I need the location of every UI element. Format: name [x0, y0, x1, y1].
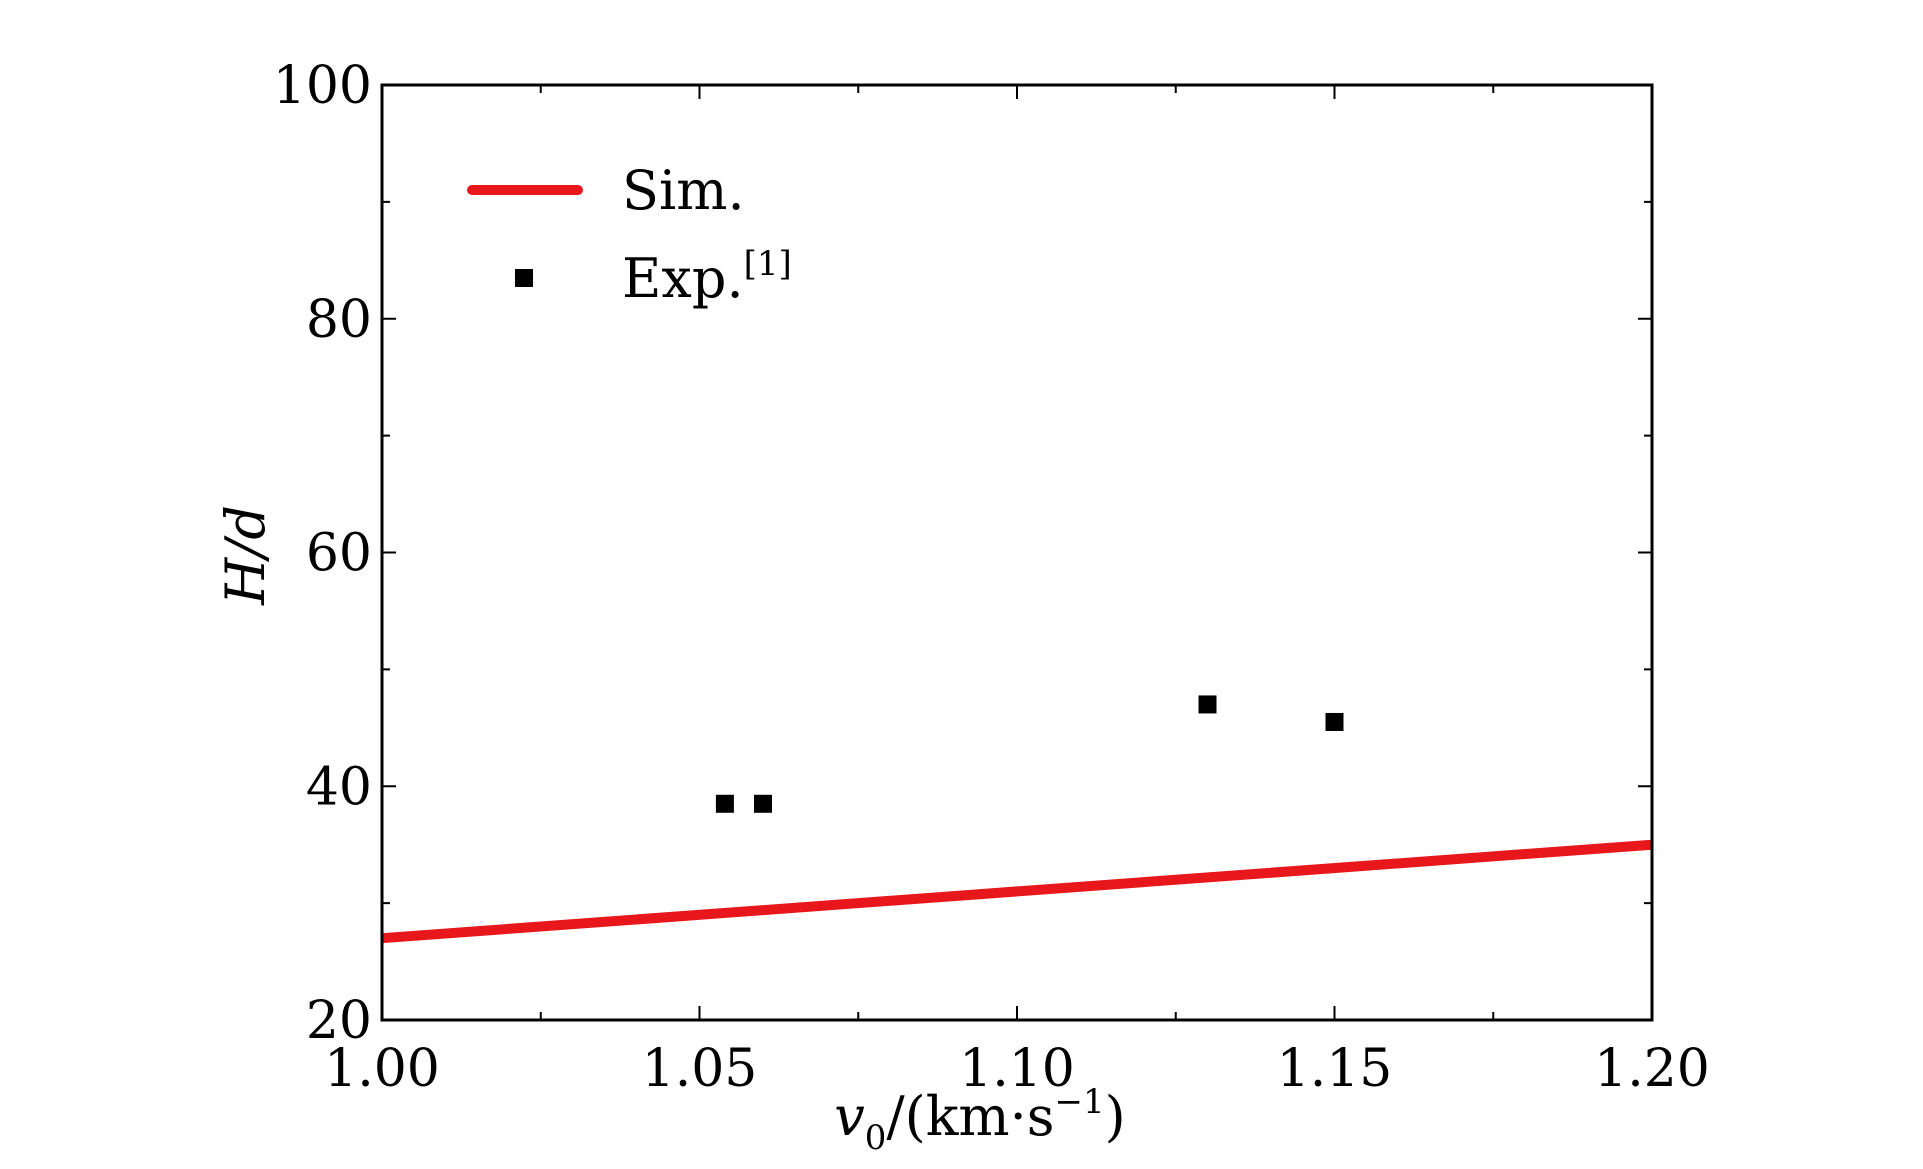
y-tick-label: 100 [273, 56, 372, 116]
legend: Sim. Exp.[1] [467, 159, 792, 310]
y-tick-label: 60 [306, 524, 372, 584]
exp-data-point [1325, 712, 1344, 731]
x-axis-label-subscript: 0 [865, 1118, 887, 1158]
exp-data-point [1198, 695, 1217, 714]
x-axis-label-exponent: −1 [1055, 1082, 1105, 1122]
legend-exp-superscript: [1] [744, 244, 792, 284]
plot-frame [380, 83, 1654, 1022]
x-tick-label: 1.10 [959, 1039, 1075, 1099]
x-tick-label: 1.20 [1594, 1039, 1710, 1099]
sim-line [381, 839, 1653, 944]
y-axis-label: H/d [214, 505, 277, 606]
axis-ticks [381, 84, 1653, 1021]
y-tick-label: 40 [306, 757, 372, 817]
legend-exp-name: Exp. [622, 247, 744, 310]
x-axis-label: v0/(km·s−1) [834, 1082, 1125, 1158]
exp-data-point [754, 794, 772, 813]
y-tick-labels: 20 40 60 80 100 [273, 56, 372, 1051]
x-axis-label-units: /(km·s [886, 1085, 1054, 1148]
x-tick-label: 1.00 [324, 1039, 440, 1099]
y-tick-label: 20 [306, 991, 372, 1051]
exp-data-point [715, 794, 734, 813]
x-axis-label-symbol: v [834, 1085, 865, 1148]
legend-sim-label: Sim. [622, 159, 745, 222]
y-tick-label: 80 [306, 290, 372, 350]
legend-exp-marker-swatch [515, 269, 533, 287]
series-layer [381, 695, 1653, 944]
x-tick-label: 1.15 [1277, 1039, 1393, 1099]
x-tick-labels: 1.00 1.05 1.10 1.15 1.20 [324, 1039, 1710, 1099]
x-tick-label: 1.05 [642, 1039, 758, 1099]
x-axis-label-close: ) [1105, 1085, 1126, 1148]
legend-exp-label: Exp.[1] [622, 244, 792, 310]
